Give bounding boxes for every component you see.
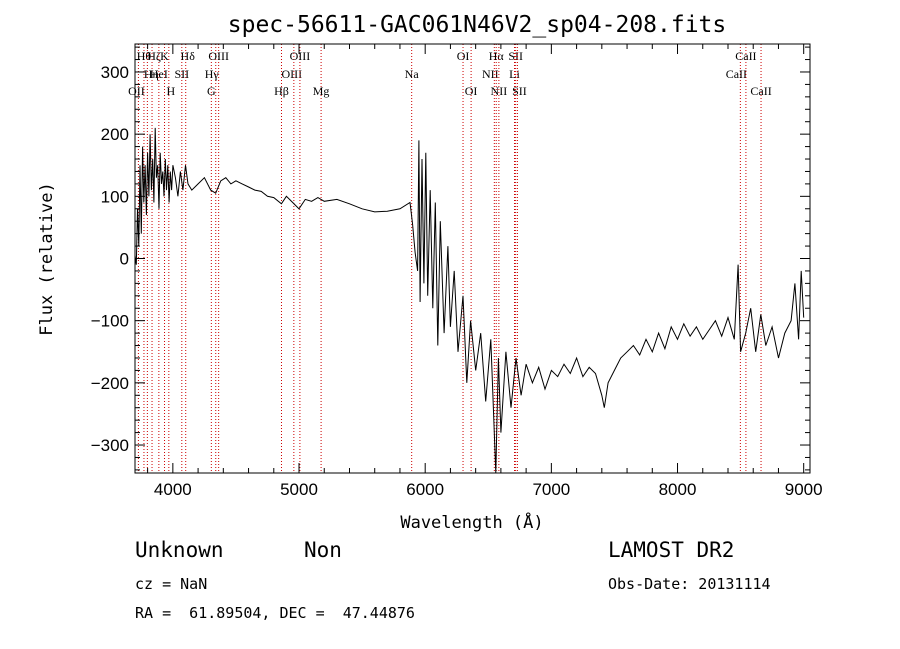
line-label-8: Hδ: [181, 49, 196, 63]
class-label: Unknown: [135, 538, 224, 562]
line-label-10: Hγ: [205, 67, 220, 81]
y-tick-label-5: 200: [101, 125, 129, 144]
line-label-9: G: [207, 84, 216, 98]
line-label-21: NII: [491, 84, 508, 98]
y-tick-label-2: −100: [91, 312, 129, 331]
line-label-16: Na: [405, 67, 420, 81]
line-label-25: CaII: [726, 67, 747, 81]
x-tick-label-4: 8000: [659, 480, 697, 499]
axes-layer: 4000 5000 6000 7000 8000 9000 −300 −200 −100 0 100…: [91, 43, 823, 499]
line-label-2: Hη: [144, 67, 159, 81]
line-label-7: SII: [174, 67, 189, 81]
line-label-6: H: [166, 84, 175, 98]
x-tick-label-0: 4000: [154, 480, 192, 499]
line-label-5: K: [160, 49, 169, 63]
subclass-label: Non: [304, 538, 342, 562]
obs-date-text: Obs-Date: 20131114: [608, 575, 771, 593]
line-label-15: Mg: [313, 84, 330, 98]
line-label-23: SII: [508, 49, 523, 63]
y-tick-label-4: 100: [101, 187, 129, 206]
y-axis-label: Flux (relative): [37, 182, 57, 336]
x-tick-label-5: 9000: [785, 480, 823, 499]
y-tick-label-1: −200: [91, 374, 129, 393]
line-label-20: Hα: [489, 49, 505, 63]
line-label-14: OIII: [290, 49, 311, 63]
line-label-0: OII: [128, 84, 145, 98]
x-tick-label-3: 7000: [532, 480, 570, 499]
x-tick-label-1: 5000: [280, 480, 318, 499]
line-label-12: Hβ: [274, 84, 289, 98]
line-label-27: CaII: [750, 84, 771, 98]
y-tick-label-6: 300: [101, 63, 129, 82]
spectrum-layer: [134, 127, 805, 474]
line-markers-layer: OIIHθHηHζHeIKHSIIHδGHγOIIIHβOIIIOIIIMgNa…: [128, 44, 772, 473]
x-tick-label-2: 6000: [406, 480, 444, 499]
line-label-11: OIII: [208, 49, 229, 63]
line-label-13: OIII: [282, 67, 303, 81]
coordinates-text: RA = 61.89504, DEC = 47.44876: [135, 604, 415, 622]
spectrum-line: [134, 127, 805, 474]
line-label-24: SII: [512, 84, 527, 98]
plot-frame: [134, 43, 811, 474]
line-label-22: Li: [509, 67, 520, 81]
y-tick-label-3: 0: [120, 250, 129, 269]
survey-label: LAMOST DR2: [608, 538, 735, 562]
x-axis-label: Wavelength (Å): [400, 511, 543, 533]
line-label-17: OI: [457, 49, 470, 63]
redshift-text: cz = NaN: [135, 575, 208, 593]
line-label-4: HeI: [150, 67, 168, 81]
line-label-3: Hζ: [147, 49, 161, 63]
y-tick-label-0: −300: [91, 436, 129, 455]
line-label-19: NII: [482, 67, 499, 81]
line-label-26: CaII: [735, 49, 756, 63]
line-label-18: OI: [465, 84, 478, 98]
chart-title: spec-56611-GAC061N46V2_sp04-208.fits: [228, 12, 727, 38]
